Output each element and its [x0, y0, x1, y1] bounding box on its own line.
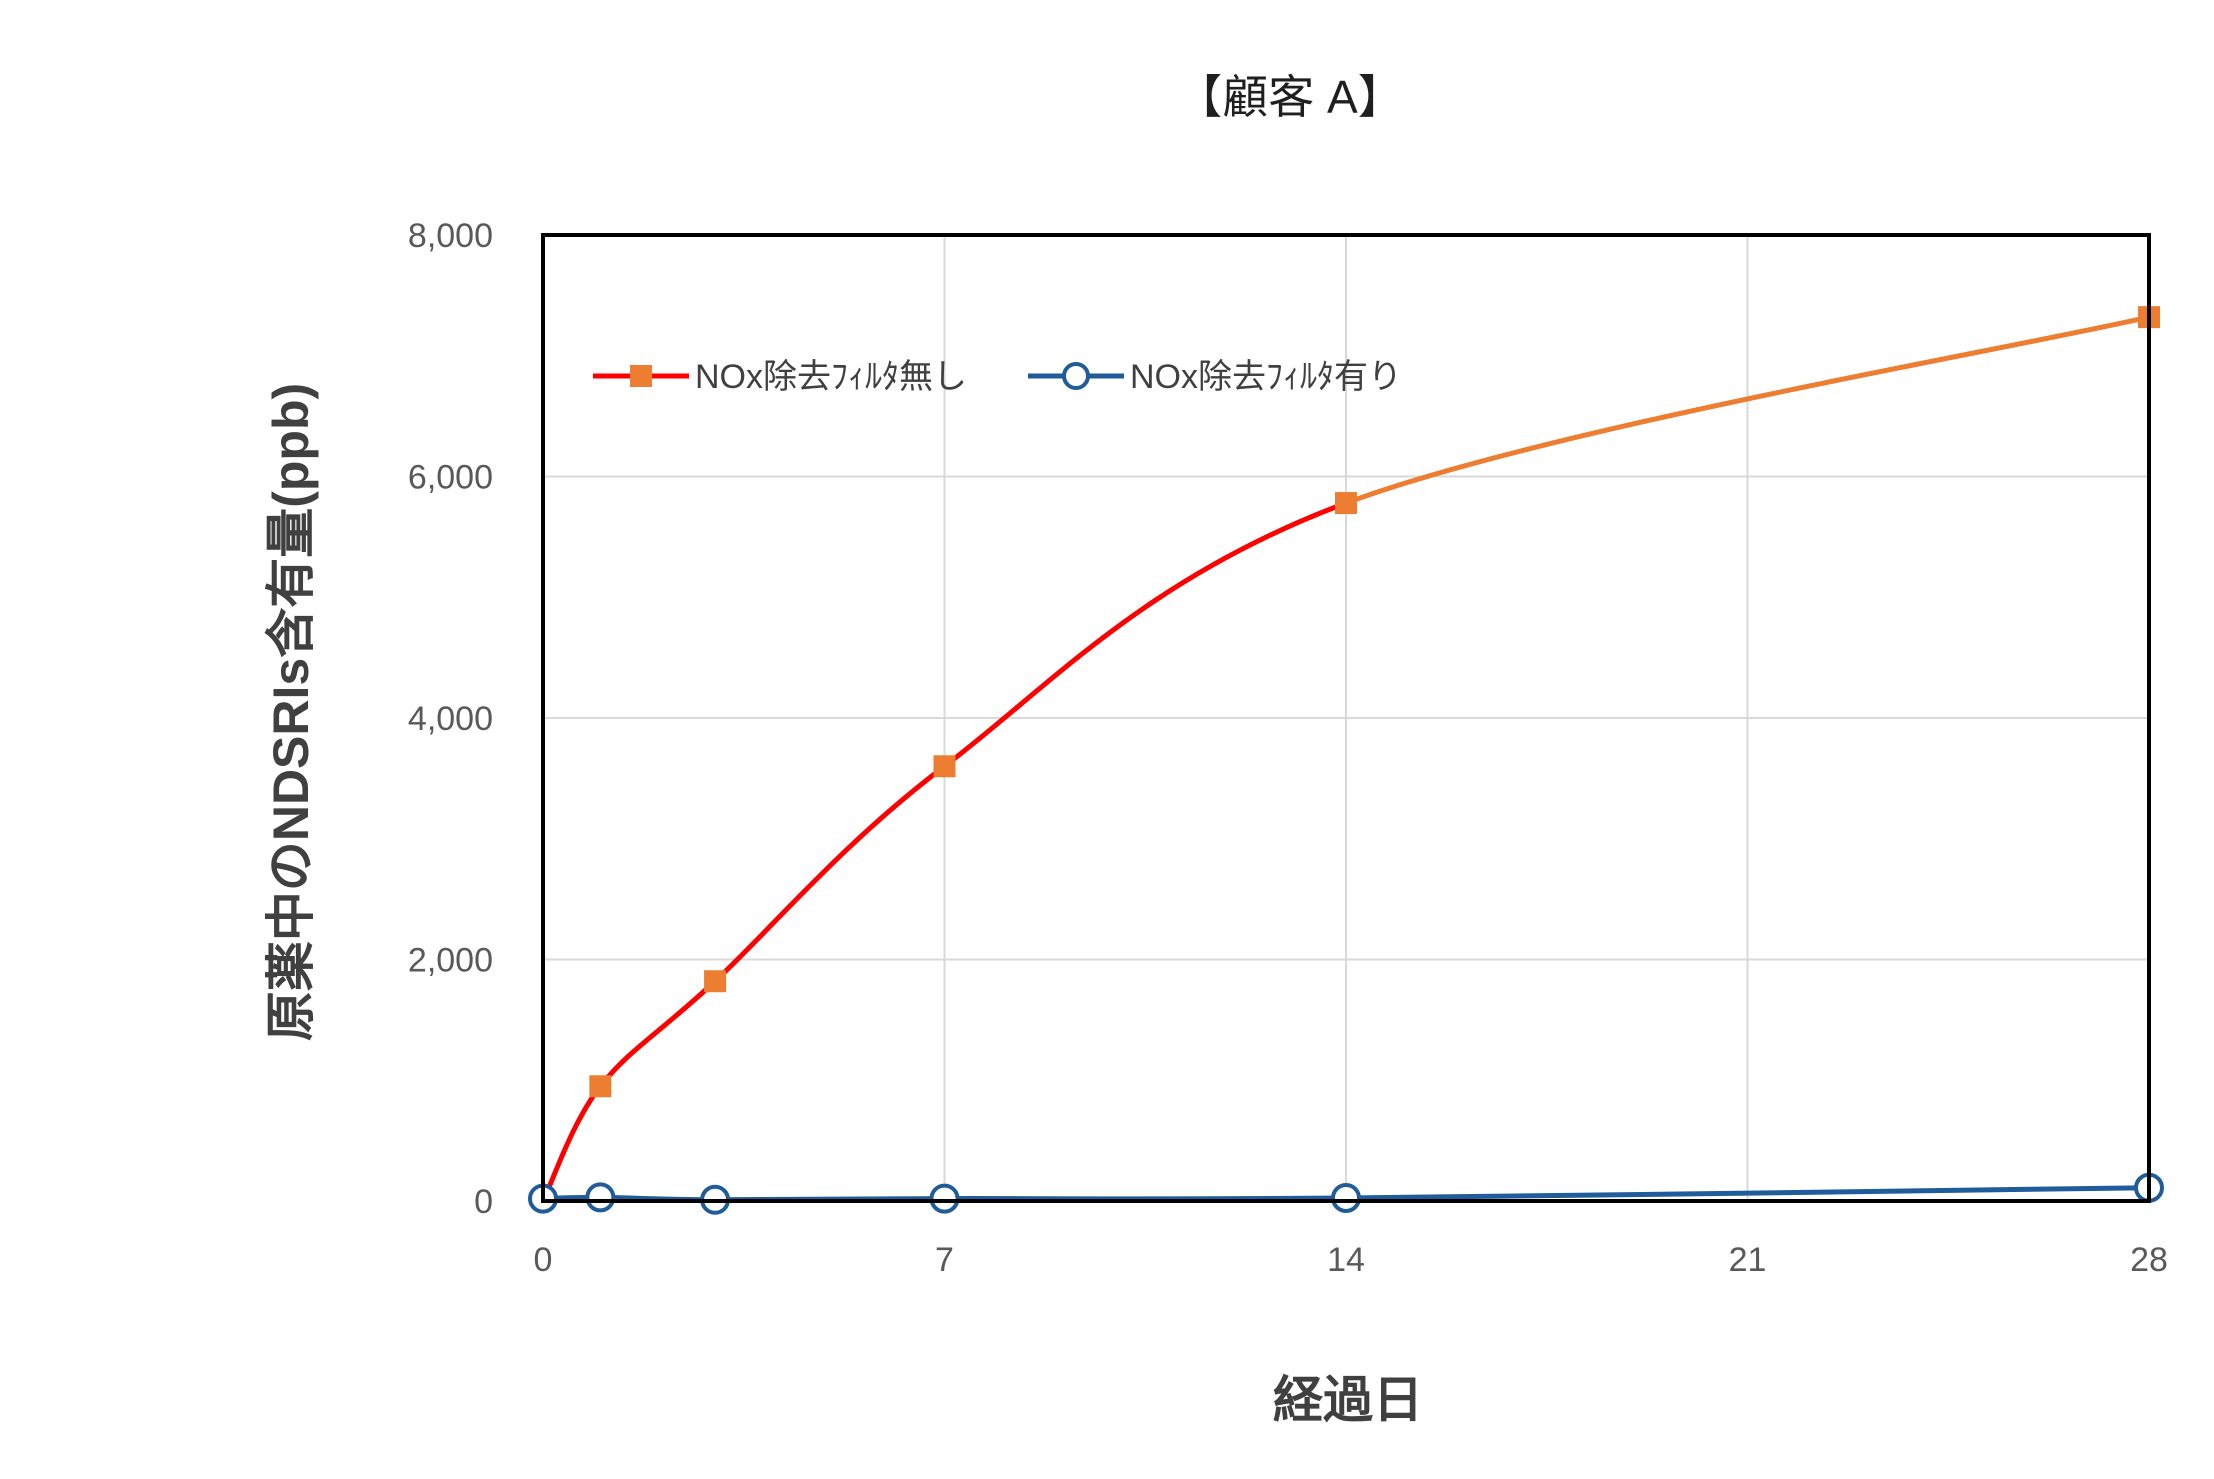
series-line [542, 1185, 2150, 1203]
plot-area-border [541, 233, 2151, 1203]
y-tick-label: 4,000 [408, 700, 493, 738]
data-point [1335, 492, 1357, 515]
data-point [589, 1075, 612, 1098]
legend-label: NOx除去ﾌｨﾙﾀ有り [1130, 358, 1402, 396]
data-point [929, 1183, 960, 1214]
legend-marker [1062, 362, 1090, 390]
y-tick-label: 0 [474, 1183, 493, 1221]
y-tick-label: 8,000 [408, 217, 493, 255]
y-tick-label: 2,000 [408, 942, 493, 980]
legend-label: NOx除去ﾌｨﾙﾀ無し [695, 358, 967, 396]
series-line [1345, 314, 2150, 506]
legend-marker [630, 365, 652, 387]
x-tick-label: 14 [1327, 1241, 1365, 1279]
data-point [933, 755, 956, 778]
chart-title: 【顧客 A】 [1176, 71, 1403, 123]
data-point [585, 1182, 616, 1213]
data-point [1331, 1182, 1361, 1213]
x-tick-label: 28 [2130, 1241, 2168, 1279]
x-tick-label: 0 [534, 1241, 553, 1279]
legend-item: NOx除去ﾌｨﾙﾀ有り [1028, 358, 1402, 396]
series-without-filter [540, 306, 2160, 1203]
legend-item: NOx除去ﾌｨﾙﾀ無し [593, 358, 967, 396]
data-point [704, 970, 727, 993]
x-tick-label: 21 [1729, 1241, 1767, 1279]
y-tick-label: 6,000 [408, 459, 493, 497]
legend: NOx除去ﾌｨﾙﾀ無し NOx除去ﾌｨﾙﾀ有り [593, 358, 1402, 396]
x-axis-title: 経過日 [1273, 1372, 1423, 1428]
axes: 0 7 14 21 28 0 2,000 4,000 6,000 8,000 [408, 217, 2168, 1279]
y-axis-title: 原薬中のNDSRIs含有量(ppb) [263, 383, 319, 1041]
x-tick-label: 7 [935, 1241, 954, 1279]
